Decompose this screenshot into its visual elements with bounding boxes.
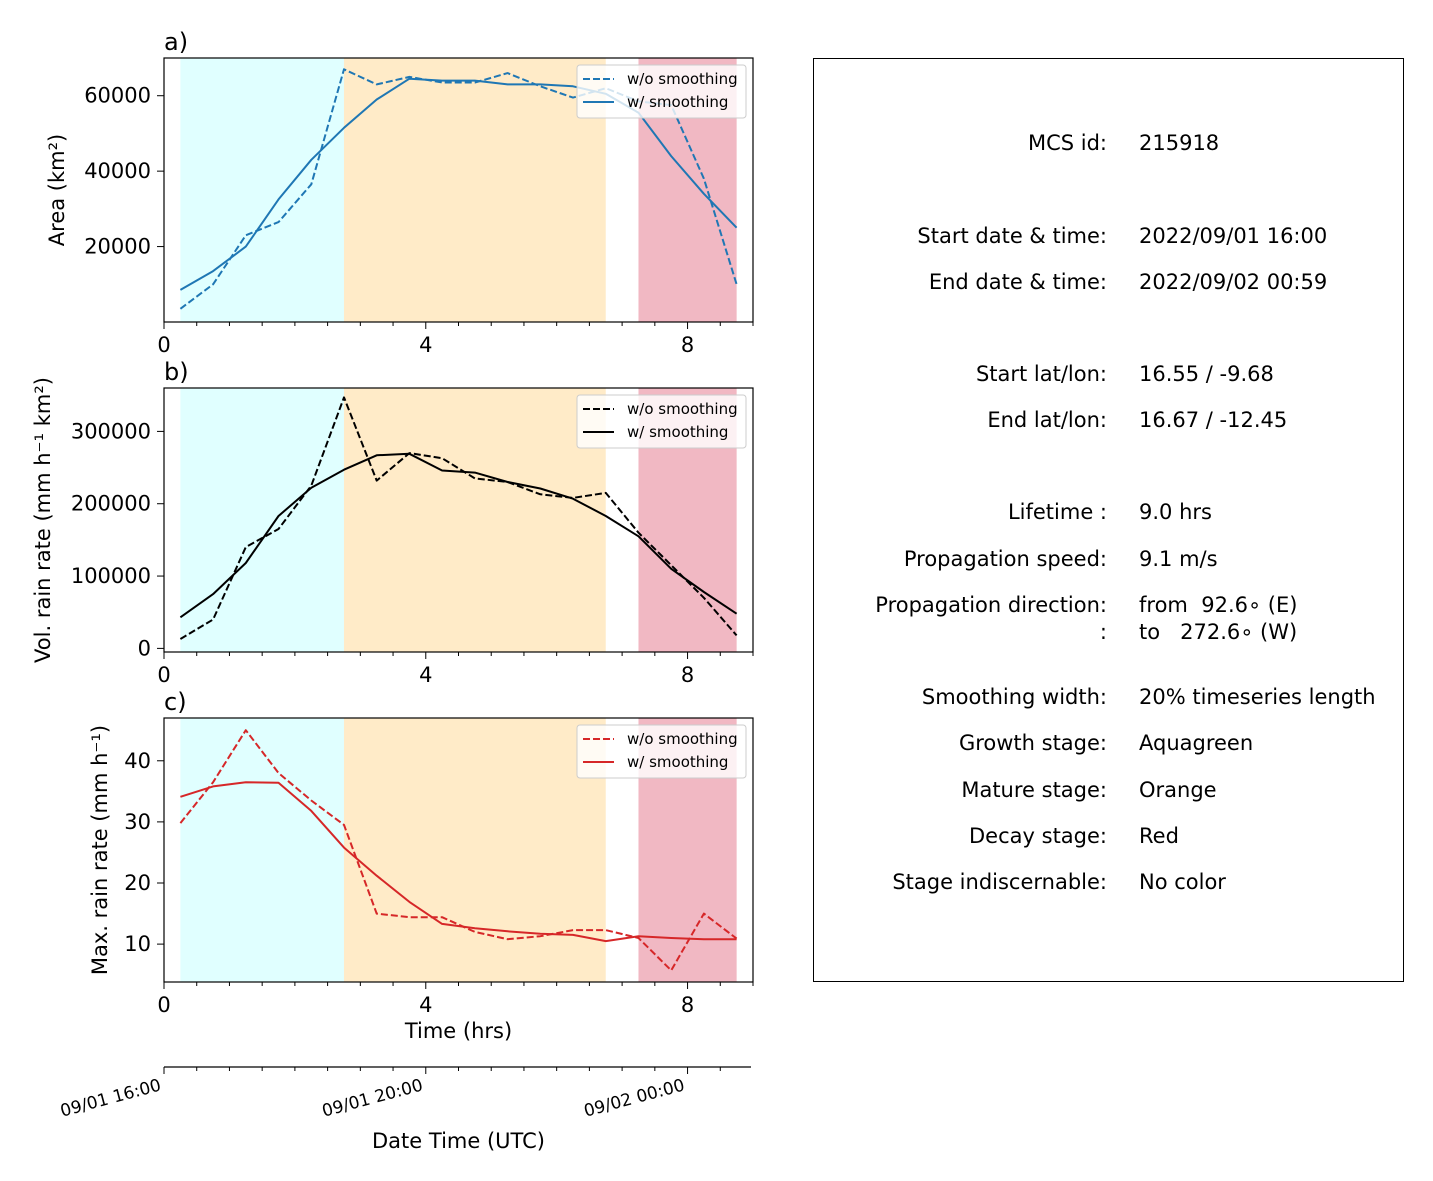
info-value: 2022/09/01 16:00: [1139, 224, 1328, 248]
stage-band-growth-stage: [180, 718, 344, 982]
info-value: No color: [1139, 870, 1226, 894]
x-tick-label: 4: [419, 333, 432, 357]
info-value: 16.67 / -12.45: [1139, 408, 1288, 432]
y-axis-label: Max. rain rate (mm h⁻¹): [88, 725, 112, 975]
info-value: 20% timeseries length: [1139, 685, 1376, 709]
stage-band-mature-stage: [343, 58, 606, 322]
info-key: Stage indiscernable:: [892, 870, 1107, 894]
panel-label: c): [164, 688, 187, 716]
x-tick-label: 8: [681, 663, 694, 687]
info-value: from 92.6∘ (E): [1139, 593, 1298, 617]
panel-a: 0 4 8 20000 40000 60000 a) Area (km²) w/o smooth…: [45, 28, 754, 357]
legend: w/o smoothing w/ smoothing: [576, 724, 747, 779]
legend-label: w/o smoothing: [627, 400, 738, 418]
info-value: 16.55 / -9.68: [1139, 362, 1274, 386]
series-line-without-smoothing: [179, 396, 738, 640]
info-value: 2022/09/02 00:59: [1139, 270, 1328, 294]
y-tick-label: 300000: [71, 419, 151, 443]
stage-band-mature-stage: [343, 718, 606, 982]
info-key: MCS id:: [1027, 131, 1107, 155]
info-value: Orange: [1139, 778, 1217, 802]
panel-b: 0 4 8 0 100000 200000 300000 b) Vol. rain rate (…: [31, 358, 754, 687]
info-value: Red: [1139, 824, 1179, 848]
datetime-axis-label: Date Time (UTC): [372, 1129, 545, 1153]
legend-box: [576, 64, 747, 119]
stage-band-growth-stage: [180, 388, 344, 652]
x-tick-label: 0: [157, 663, 170, 687]
series-line-without-smoothing: [179, 68, 738, 310]
y-tick-label: 20: [124, 871, 151, 895]
panel-label: a): [164, 28, 188, 56]
y-tick-label: 30: [124, 810, 151, 834]
legend: w/o smoothing w/ smoothing: [576, 394, 747, 449]
legend-label: w/o smoothing: [627, 730, 738, 748]
x-tick-label: 4: [419, 993, 432, 1017]
stage-band-mature-stage: [343, 388, 606, 652]
x-tick-label: 0: [157, 333, 170, 357]
info-value: Aquagreen: [1139, 731, 1254, 755]
legend-box: [576, 724, 747, 779]
legend-label: w/o smoothing: [627, 70, 738, 88]
info-key: End lat/lon:: [987, 408, 1107, 432]
x-axis-label: Time (hrs): [404, 1019, 512, 1043]
panel-label: b): [164, 358, 189, 386]
y-tick-label: 20000: [84, 235, 151, 259]
info-key: Smoothing width:: [921, 685, 1107, 709]
series-line-with-smoothing: [180, 781, 737, 943]
x-tick-label: 8: [681, 993, 694, 1017]
info-value: 9.1 m/s: [1139, 547, 1218, 571]
datetime-tick-label: 09/01 16:00: [58, 1076, 163, 1122]
series-line-with-smoothing: [179, 452, 738, 619]
stage-band-growth-stage: [180, 58, 344, 322]
legend-box: [576, 394, 747, 449]
legend-label: w/ smoothing: [627, 423, 728, 441]
y-tick-label: 40: [124, 749, 151, 773]
info-key: Start date & time:: [917, 224, 1107, 248]
y-tick-label: 0: [138, 636, 151, 660]
x-tick-label: 4: [419, 663, 432, 687]
datetime-axis: 09/01 16:00 09/01 20:00 09/02 00:00 Date Ti…: [58, 1066, 751, 1153]
legend-label: w/ smoothing: [627, 753, 728, 771]
info-key: Propagation direction:: [875, 593, 1107, 617]
info-key: Lifetime :: [1007, 500, 1107, 524]
info-value: 9.0 hrs: [1139, 500, 1212, 524]
info-key: Propagation speed:: [903, 547, 1107, 571]
y-axis-label: Area (km²): [45, 134, 69, 246]
legend-label: w/ smoothing: [627, 93, 728, 111]
y-axis-label: Vol. rain rate (mm h⁻¹ km²): [31, 377, 55, 663]
y-tick-label: 10: [124, 932, 151, 956]
info-value: to 272.6∘ (W): [1139, 620, 1298, 644]
y-tick-label: 100000: [71, 564, 151, 588]
info-value: 215918: [1139, 131, 1220, 155]
info-key: Start lat/lon:: [975, 362, 1107, 386]
info-key: Decay stage:: [969, 824, 1107, 848]
series-line-without-smoothing: [179, 729, 738, 972]
mcs-info-panel: MCS id: 215918 Start date & time: 2022/0…: [813, 58, 1404, 982]
x-tick-label: 8: [681, 333, 694, 357]
datetime-tick-label: 09/02 00:00: [582, 1076, 687, 1122]
y-tick-label: 40000: [84, 159, 151, 183]
x-tick-label: 0: [157, 993, 170, 1017]
info-key: Mature stage:: [961, 778, 1107, 802]
panel-c: 0 4 8 10 20 30 40 c) Max. rain rate (mm h⁻¹) Time…: [88, 688, 754, 1043]
y-tick-label: 60000: [84, 84, 151, 108]
info-key: End date & time:: [928, 270, 1107, 294]
info-key: Growth stage:: [958, 731, 1107, 755]
series-line-with-smoothing: [179, 77, 738, 291]
datetime-tick-label: 09/01 20:00: [320, 1076, 425, 1122]
info-key: :: [1099, 620, 1107, 644]
legend: w/o smoothing w/ smoothing: [576, 64, 747, 119]
y-tick-label: 200000: [71, 492, 151, 516]
